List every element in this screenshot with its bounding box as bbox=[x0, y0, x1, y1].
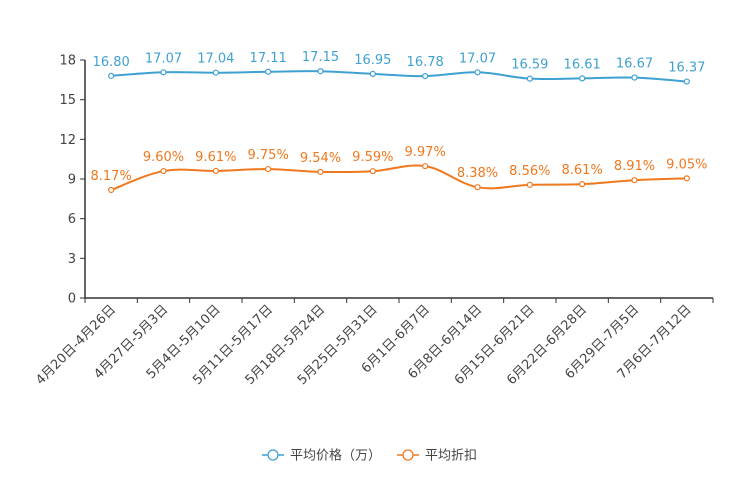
data-label: 8.56% bbox=[509, 164, 550, 179]
data-point[interactable] bbox=[631, 74, 638, 81]
data-point[interactable] bbox=[474, 69, 481, 76]
series-1: 16.80 17.07 17.04 17.11 17.15 16.95 16.78 17.07… bbox=[93, 50, 705, 85]
data-point[interactable] bbox=[422, 73, 429, 80]
y-tick-label: 0 bbox=[68, 292, 76, 307]
data-label: 17.15 bbox=[302, 50, 339, 65]
legend-item-2[interactable]: 平均折扣 bbox=[397, 449, 477, 464]
data-label: 9.75% bbox=[248, 148, 289, 163]
data-label: 17.07 bbox=[459, 51, 496, 66]
data-point[interactable] bbox=[317, 68, 324, 75]
data-point[interactable] bbox=[369, 70, 376, 77]
data-point[interactable] bbox=[579, 181, 586, 188]
data-point[interactable] bbox=[108, 186, 115, 194]
y-tick-label: 18 bbox=[59, 54, 76, 69]
x-axis: 4月20日-4月26日4月27日-5月3日5月4日-5月10日5月11日-5月1… bbox=[33, 297, 714, 388]
data-point[interactable] bbox=[212, 69, 219, 76]
data-point[interactable] bbox=[317, 168, 324, 175]
data-label: 16.59 bbox=[511, 58, 548, 73]
series-layer: 16.80 17.07 17.04 17.11 17.15 16.95 16.78 17.07… bbox=[91, 50, 707, 194]
data-label: 8.17% bbox=[91, 169, 132, 184]
legend-label: 平均价格（万） bbox=[290, 448, 381, 464]
data-point[interactable] bbox=[265, 165, 272, 173]
data-label: 9.54% bbox=[300, 151, 341, 166]
data-point[interactable] bbox=[526, 181, 533, 188]
data-label: 16.80 bbox=[93, 55, 130, 70]
data-point[interactable] bbox=[369, 168, 376, 175]
data-label: 9.05% bbox=[666, 157, 707, 172]
data-label: 17.04 bbox=[197, 52, 234, 67]
data-point[interactable] bbox=[683, 78, 690, 85]
data-point[interactable] bbox=[631, 177, 638, 184]
data-point[interactable] bbox=[683, 175, 690, 182]
legend-marker-icon bbox=[402, 449, 414, 461]
data-point[interactable] bbox=[474, 184, 481, 191]
data-point[interactable] bbox=[422, 163, 429, 170]
data-label: 17.07 bbox=[145, 51, 182, 66]
data-point[interactable] bbox=[160, 69, 167, 76]
y-tick-label: 6 bbox=[68, 212, 76, 227]
legend-label: 平均折扣 bbox=[425, 449, 477, 464]
data-point[interactable] bbox=[212, 167, 219, 175]
data-label: 16.61 bbox=[564, 57, 601, 72]
y-axis: 0 3 6 9 12 15 18 bbox=[59, 54, 86, 307]
series-2: 8.17% 9.60% 9.61% 9.75% 9.54% 9.59% 9.97% 8.38%… bbox=[91, 145, 707, 194]
legend-marker-icon bbox=[267, 449, 279, 461]
data-point[interactable] bbox=[265, 68, 272, 75]
data-label: 9.61% bbox=[195, 150, 236, 165]
data-label: 9.59% bbox=[352, 150, 393, 165]
data-label: 16.78 bbox=[407, 55, 444, 70]
data-label: 8.61% bbox=[562, 163, 603, 178]
data-point[interactable] bbox=[579, 75, 586, 82]
y-tick-label: 12 bbox=[59, 133, 76, 148]
data-label: 17.11 bbox=[250, 51, 287, 66]
y-tick-label: 15 bbox=[59, 93, 76, 108]
data-label: 16.95 bbox=[354, 53, 391, 68]
data-point[interactable] bbox=[160, 167, 167, 175]
data-label: 8.38% bbox=[457, 166, 498, 181]
legend-item-1[interactable]: 平均价格（万） bbox=[262, 448, 381, 464]
data-label: 16.67 bbox=[616, 57, 653, 72]
data-point[interactable] bbox=[526, 75, 533, 82]
data-label: 9.60% bbox=[143, 150, 184, 165]
legend[interactable]: 平均价格（万） 平均折扣 bbox=[262, 448, 477, 464]
y-tick-label: 9 bbox=[68, 173, 76, 188]
data-label: 8.91% bbox=[614, 159, 655, 174]
series-line bbox=[110, 164, 687, 191]
data-label: 9.97% bbox=[405, 145, 446, 160]
data-label: 16.37 bbox=[668, 61, 705, 76]
data-point[interactable] bbox=[108, 72, 115, 79]
series-line bbox=[111, 70, 687, 83]
y-tick-label: 3 bbox=[68, 252, 76, 267]
